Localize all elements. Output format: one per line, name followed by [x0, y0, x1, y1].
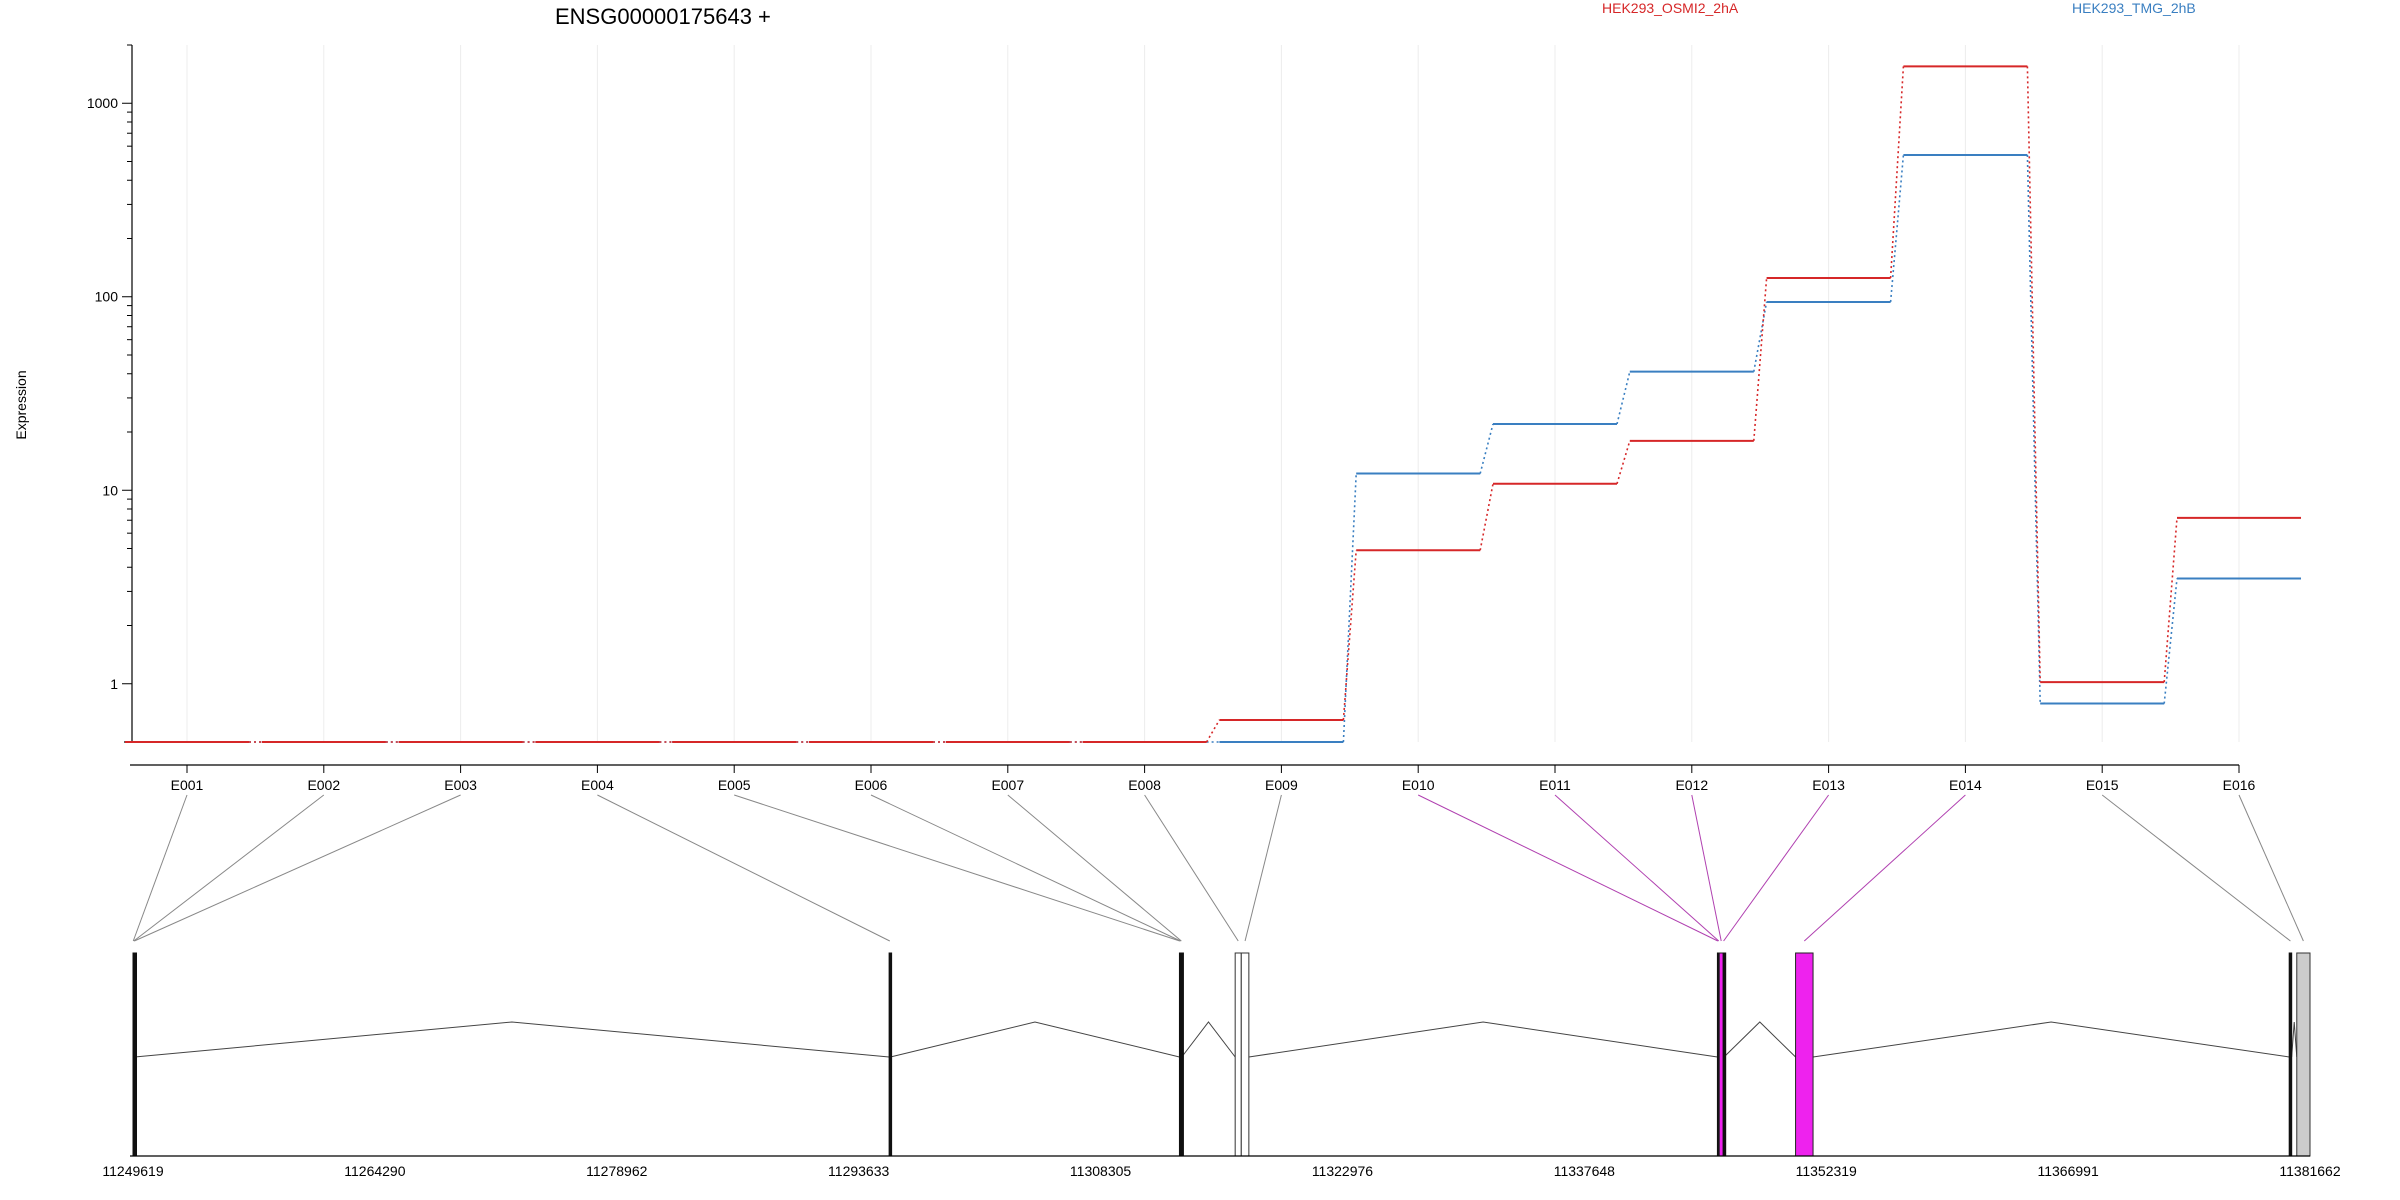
intron-line	[1723, 1021, 1796, 1058]
x-tick-label-e014: E014	[1949, 777, 1982, 793]
genomic-coordinate-label: 11352319	[1796, 1163, 1857, 1179]
x-tick-label-e003: E003	[444, 777, 477, 793]
connector-e012	[1691, 794, 1722, 942]
x-tick-label-e008: E008	[1128, 777, 1161, 793]
exon-e004	[888, 952, 893, 1157]
connector-e007	[1007, 794, 1182, 942]
series-1-connector	[1205, 719, 1221, 743]
series-1-connector	[1479, 483, 1494, 551]
x-tick-label-e013: E013	[1812, 777, 1845, 793]
connector-e014	[1803, 794, 1966, 942]
intron-line	[1181, 1021, 1236, 1058]
series-2-connector	[2163, 578, 2178, 704]
connector-e003	[134, 794, 461, 942]
y-tick-label: 10	[102, 482, 118, 498]
legend-entry-series-2: HEK293_TMG_2hB	[2072, 0, 2196, 16]
x-tick-label-e007: E007	[991, 777, 1024, 793]
series-1-connector	[1342, 550, 1357, 721]
exon-e012	[1718, 952, 1724, 1157]
series-1-connector	[1753, 277, 1768, 441]
x-tick-label-e009: E009	[1265, 777, 1298, 793]
exon-e014	[1795, 952, 1814, 1157]
genomic-coordinate-label: 11293633	[828, 1163, 889, 1179]
x-tick-label-e005: E005	[718, 777, 751, 793]
x-tick-label-e015: E015	[2086, 777, 2119, 793]
axes: 1 10 100 1000 E001 E002 E003 E004 E005 E006 E007 E0…	[87, 44, 2256, 793]
connector-e004	[597, 794, 890, 942]
genomic-coordinate-label: 11322976	[1312, 1163, 1373, 1179]
connector-e001	[132, 794, 188, 942]
x-tick-label-e002: E002	[307, 777, 340, 793]
chart-title: ENSG00000175643 +	[555, 4, 771, 29]
connector-e009	[1244, 794, 1282, 942]
intron-line	[2291, 1021, 2298, 1058]
series-1-connector	[1616, 440, 1631, 485]
series-2-connector	[1616, 371, 1631, 425]
connector-e016	[2238, 794, 2304, 942]
genomic-coordinate-label: 11308305	[1070, 1163, 1131, 1179]
connector-e015	[2101, 794, 2291, 942]
x-tick-label-e004: E004	[581, 777, 614, 793]
series-1-connector	[1889, 66, 1905, 279]
x-tick-label-e011: E011	[1539, 777, 1571, 793]
exon-e008	[1234, 952, 1242, 1157]
series-1-connector	[2026, 66, 2041, 683]
exon-e003	[133, 952, 138, 1157]
intron-line	[1812, 1021, 2290, 1058]
x-tick-label-e012: E012	[1675, 777, 1708, 793]
x-tick-label-e001: E001	[171, 777, 204, 793]
genomic-coordinate-label: 11278962	[586, 1163, 647, 1179]
legend-entry-series-1: HEK293_OSMI2_2hA	[1602, 0, 1739, 16]
series-lines	[125, 65, 2301, 743]
series-2-connector	[1753, 301, 1768, 372]
genomic-coordinate-label: 11264290	[344, 1163, 405, 1179]
series-2-connector	[1342, 473, 1357, 743]
series-2-connector	[2026, 155, 2041, 704]
legend: HEK293_OSMI2_2hA HEK293_TMG_2hB	[1602, 0, 2196, 16]
y-tick-label: 100	[95, 289, 119, 305]
exon-e009	[1240, 952, 1250, 1157]
connector-e011	[1554, 794, 1720, 942]
series-2-connector	[1479, 423, 1494, 474]
exon-e007	[1180, 952, 1184, 1157]
gene-model: 11249619 11264290 11278962 11293633 11308305…	[102, 952, 2341, 1179]
series-1-connector	[2163, 517, 2178, 683]
genomic-coordinate-label: 11381662	[2279, 1163, 2340, 1179]
exon-e015	[2288, 952, 2293, 1157]
connector-e005	[734, 794, 1180, 942]
intron-line	[1248, 1021, 1718, 1058]
y-axis-label: Expression	[13, 370, 29, 439]
exon-e016	[2296, 952, 2311, 1157]
grid-lines	[186, 45, 2240, 742]
genomic-coordinate-label: 11337648	[1554, 1163, 1615, 1179]
genomic-coordinate-label: 11366991	[2037, 1163, 2098, 1179]
connector-e010	[1417, 794, 1719, 942]
connector-e006	[870, 794, 1181, 942]
y-tick-label: 1000	[87, 95, 118, 111]
intron-line	[890, 1021, 1180, 1058]
x-tick-label-e010: E010	[1402, 777, 1435, 793]
connector-e002	[133, 794, 325, 942]
x-tick-label-e006: E006	[855, 777, 888, 793]
chart-title-group: ENSG00000175643 +	[555, 4, 771, 29]
y-tick-label: 1	[110, 676, 118, 692]
connector-e008	[1144, 794, 1239, 942]
exon-e013	[1722, 952, 1727, 1157]
intron-line	[134, 1021, 890, 1058]
connector-e013	[1723, 794, 1830, 942]
genomic-coordinate-label: 11249619	[102, 1163, 163, 1179]
exon-connectors	[132, 794, 2304, 942]
x-tick-label-e016: E016	[2223, 777, 2256, 793]
